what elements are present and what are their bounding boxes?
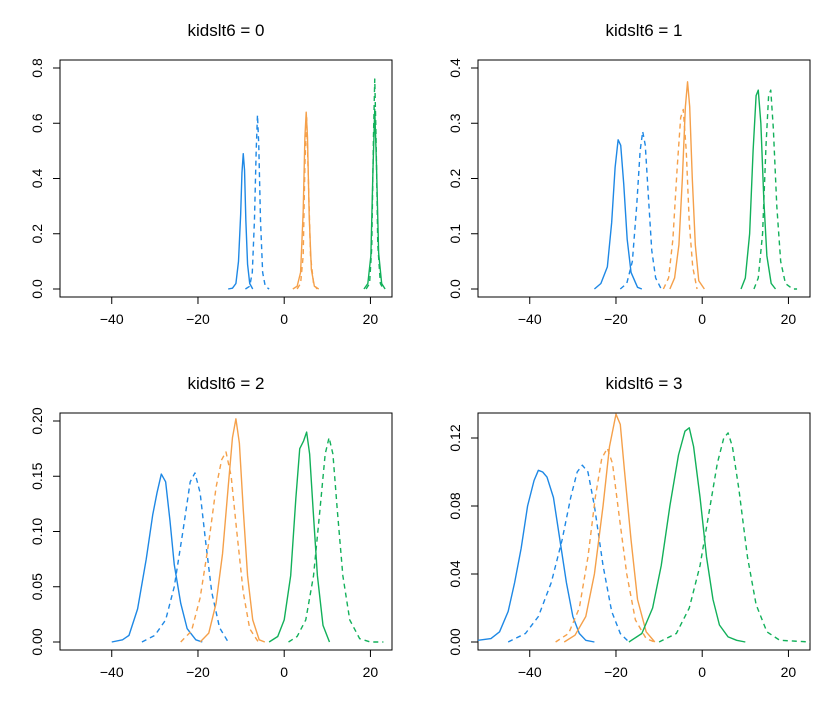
y-tick-label: 0.0 <box>447 279 463 299</box>
y-tick-label: 0.6 <box>29 113 45 133</box>
density-curve-orange-dashed <box>662 108 698 290</box>
density-curve-green-dashed <box>753 89 798 290</box>
y-tick-label: 0.10 <box>29 518 45 545</box>
x-tick-label: −20 <box>186 311 210 327</box>
y-tick-label: 0.2 <box>447 169 463 189</box>
x-tick-label: −20 <box>604 664 628 680</box>
density-curve-blue-dashed <box>141 472 229 643</box>
panel-kidslt6-3: kidslt6 = 3 −40 −20 0 20 0.00 0.04 0.08 0.12 <box>447 374 811 680</box>
y-tick-label: 0.1 <box>447 224 463 244</box>
axes: −40 −20 0 20 0.00 0.04 0.08 0.12 <box>447 424 796 680</box>
y-tick-label: 0.4 <box>447 58 463 78</box>
y-tick-label: 0.05 <box>29 573 45 600</box>
density-curve-green-dashed <box>658 432 811 643</box>
x-tick-label: 20 <box>781 664 797 680</box>
y-tick-label: 0.08 <box>447 492 463 519</box>
density-curve-green-solid <box>740 89 777 290</box>
panel-kidslt6-0: kidslt6 = 0 −40 −20 0 20 0.0 0.2 0.4 0.6 0.8 <box>29 21 393 327</box>
y-tick-label: 0.20 <box>29 407 45 434</box>
plot-frame <box>59 412 393 651</box>
x-tick-label: −20 <box>604 311 628 327</box>
panel-kidslt6-2: kidslt6 = 2 −40 −20 0 20 0.00 0.05 0.10 0.15 0.2… <box>29 374 393 680</box>
y-tick-label: 0.15 <box>29 462 45 489</box>
x-tick-label: −40 <box>100 664 124 680</box>
density-curves <box>228 78 386 290</box>
density-curve-orange-dashed <box>296 117 318 290</box>
density-curve-blue-solid <box>228 152 254 290</box>
density-curve-green-dashed <box>365 78 384 290</box>
x-tick-label: 0 <box>698 311 706 327</box>
y-tick-label: 0.8 <box>29 58 45 78</box>
density-curve-orange-dashed <box>555 447 656 643</box>
x-tick-label: −40 <box>100 311 124 327</box>
plot-frame <box>59 59 393 298</box>
density-curve-blue-dashed <box>619 130 662 290</box>
y-tick-label: 0.3 <box>447 113 463 133</box>
plot-frame <box>477 412 811 651</box>
x-tick-label: 20 <box>781 311 797 327</box>
panel-title: kidslt6 = 0 <box>187 21 264 40</box>
density-curve-green-solid <box>628 427 746 643</box>
density-curve-blue-dashed <box>245 114 270 290</box>
y-tick-label: 0.2 <box>29 224 45 244</box>
axes: −40 −20 0 20 0.0 0.2 0.4 0.6 0.8 <box>29 58 378 327</box>
density-curve-orange-solid <box>292 111 320 290</box>
x-tick-label: 0 <box>280 664 288 680</box>
y-tick-label: 0.04 <box>447 560 463 587</box>
density-curve-blue-dashed <box>507 464 630 643</box>
density-curve-orange-solid <box>199 418 266 643</box>
y-tick-label: 0.00 <box>29 628 45 655</box>
density-curve-green-solid <box>268 431 331 643</box>
x-tick-label: −40 <box>518 311 542 327</box>
y-tick-label: 0.00 <box>447 628 463 655</box>
x-tick-label: 0 <box>280 311 288 327</box>
y-tick-label: 0.0 <box>29 279 45 299</box>
panel-title: kidslt6 = 2 <box>187 374 264 393</box>
density-curve-green-solid <box>363 108 386 290</box>
panel-title: kidslt6 = 1 <box>605 21 682 40</box>
x-tick-label: 20 <box>363 311 379 327</box>
density-curves <box>111 418 384 643</box>
axes: −40 −20 0 20 0.0 0.1 0.2 0.3 0.4 <box>447 58 796 327</box>
density-curve-orange-dashed <box>180 451 259 643</box>
density-curve-blue-solid <box>111 473 203 643</box>
y-tick-label: 0.12 <box>447 424 463 451</box>
y-tick-label: 0.4 <box>29 169 45 189</box>
density-curves <box>477 413 811 643</box>
density-curve-blue-solid <box>477 469 595 643</box>
panel-kidslt6-1: kidslt6 = 1 −40 −20 0 20 0.0 0.1 0.2 0.3 0.4 <box>447 21 811 327</box>
axes: −40 −20 0 20 0.00 0.05 0.10 0.15 0.20 <box>29 407 378 680</box>
x-tick-label: −20 <box>186 664 210 680</box>
density-curve-orange-solid <box>563 413 656 643</box>
density-curves <box>593 81 798 290</box>
x-tick-label: −40 <box>518 664 542 680</box>
density-curve-orange-solid <box>669 81 705 290</box>
x-tick-label: 0 <box>698 664 706 680</box>
density-curve-blue-solid <box>593 139 643 290</box>
x-tick-label: 20 <box>363 664 379 680</box>
panel-title: kidslt6 = 3 <box>605 374 682 393</box>
density-curve-green-dashed <box>288 436 384 643</box>
